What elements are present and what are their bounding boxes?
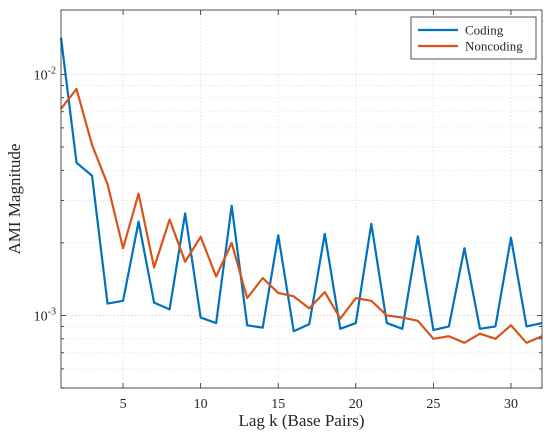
plot-frame <box>60 9 543 389</box>
x-tick-label: 20 <box>349 397 363 412</box>
series-line-coding <box>59 37 543 333</box>
legend-label-noncoding: Noncoding <box>465 39 523 54</box>
legend: Coding Noncoding <box>410 16 537 60</box>
x-tick-label: 30 <box>504 397 518 412</box>
x-tick-label: 10 <box>194 397 208 412</box>
y-axis-label: AMI Magnitude <box>5 144 24 255</box>
x-axis-ticks: 5 10 15 20 25 30 <box>120 10 518 412</box>
x-tick-label: 25 <box>426 397 440 412</box>
x-tick-label: 15 <box>271 397 285 412</box>
y-tick-label: 10-3 <box>34 306 56 324</box>
x-tick-label: 5 <box>120 397 127 412</box>
series-layer <box>59 37 543 344</box>
series-line-noncoding <box>60 87 543 344</box>
x-axis-label: Lag k (Base Pairs) <box>238 411 364 430</box>
y-tick-label: 10-2 <box>34 65 56 83</box>
legend-label-coding: Coding <box>465 23 504 38</box>
legend-box <box>410 16 537 60</box>
plot-area <box>61 10 542 388</box>
grid <box>61 10 542 389</box>
